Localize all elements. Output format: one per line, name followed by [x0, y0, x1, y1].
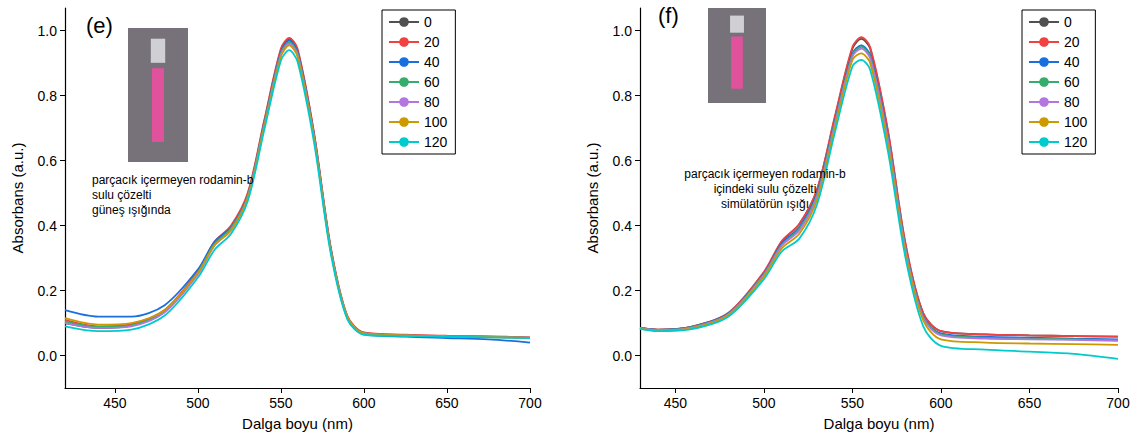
svg-text:20: 20	[424, 34, 440, 50]
svg-text:(f): (f)	[658, 3, 679, 28]
svg-text:650: 650	[435, 395, 459, 411]
svg-text:güneş ışığında: güneş ışığında	[92, 203, 171, 217]
svg-text:120: 120	[1064, 134, 1088, 150]
svg-text:550: 550	[269, 395, 293, 411]
svg-text:0.2: 0.2	[613, 283, 633, 299]
svg-text:80: 80	[424, 94, 440, 110]
svg-text:600: 600	[929, 395, 953, 411]
svg-text:Dalga boyu (nm): Dalga boyu (nm)	[242, 415, 353, 432]
svg-text:60: 60	[424, 74, 440, 90]
svg-text:700: 700	[518, 395, 542, 411]
svg-text:20: 20	[1064, 34, 1080, 50]
svg-text:1.0: 1.0	[613, 23, 633, 39]
svg-text:650: 650	[1018, 395, 1042, 411]
svg-text:simülatörün ışığı: simülatörün ışığı	[721, 197, 809, 211]
svg-text:550: 550	[841, 395, 865, 411]
svg-text:80: 80	[1064, 94, 1080, 110]
svg-text:Dalga boyu (nm): Dalga boyu (nm)	[824, 415, 935, 432]
svg-text:40: 40	[1064, 54, 1080, 70]
svg-text:parçacık içermeyen rodamin-b: parçacık içermeyen rodamin-b	[684, 167, 846, 181]
svg-text:0.6: 0.6	[38, 153, 58, 169]
svg-text:450: 450	[103, 395, 127, 411]
svg-text:0.8: 0.8	[38, 88, 58, 104]
svg-text:600: 600	[352, 395, 376, 411]
svg-text:0.2: 0.2	[38, 283, 58, 299]
svg-text:0.4: 0.4	[613, 218, 633, 234]
svg-text:içindeki sulu çözelti: içindeki sulu çözelti	[714, 182, 817, 196]
svg-text:0.6: 0.6	[613, 153, 633, 169]
svg-text:450: 450	[664, 395, 688, 411]
svg-text:500: 500	[186, 395, 210, 411]
svg-text:0.0: 0.0	[613, 348, 633, 364]
svg-text:(e): (e)	[86, 13, 113, 38]
svg-text:40: 40	[424, 54, 440, 70]
svg-text:sulu çözelti: sulu çözelti	[92, 188, 151, 202]
svg-text:60: 60	[1064, 74, 1080, 90]
svg-text:0.8: 0.8	[613, 88, 633, 104]
svg-text:0: 0	[424, 14, 432, 30]
svg-text:100: 100	[1064, 114, 1088, 130]
svg-text:100: 100	[424, 114, 448, 130]
svg-text:0.4: 0.4	[38, 218, 58, 234]
svg-text:0.0: 0.0	[38, 348, 58, 364]
svg-text:120: 120	[424, 134, 448, 150]
svg-text:parçacık içermeyen rodamin-b: parçacık içermeyen rodamin-b	[92, 173, 254, 187]
svg-text:0: 0	[1064, 14, 1072, 30]
svg-text:Absorbans (a.u.): Absorbans (a.u.)	[9, 143, 26, 254]
svg-text:500: 500	[752, 395, 776, 411]
svg-text:700: 700	[1106, 395, 1130, 411]
svg-text:1.0: 1.0	[38, 23, 58, 39]
svg-text:Absorbans (a.u.): Absorbans (a.u.)	[584, 143, 601, 254]
